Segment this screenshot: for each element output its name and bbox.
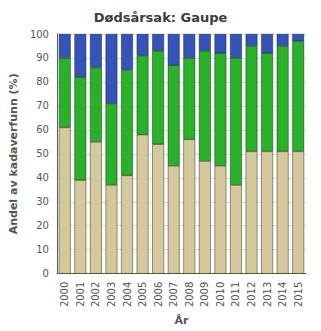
- svg-text:70: 70: [36, 100, 49, 111]
- svg-text:2002: 2002: [90, 282, 101, 307]
- svg-text:2004: 2004: [122, 282, 133, 307]
- svg-text:2015: 2015: [293, 282, 304, 307]
- svg-text:80: 80: [36, 76, 49, 87]
- svg-text:20: 20: [36, 220, 49, 231]
- svg-text:10: 10: [36, 244, 49, 255]
- svg-text:2007: 2007: [168, 282, 179, 307]
- svg-text:2008: 2008: [184, 282, 195, 307]
- svg-text:År: År: [175, 314, 190, 327]
- svg-text:50: 50: [36, 148, 49, 159]
- svg-text:2011: 2011: [230, 282, 241, 307]
- svg-text:2014: 2014: [277, 282, 288, 307]
- svg-text:Andel av kadaverfunn (%): Andel av kadaverfunn (%): [7, 73, 20, 234]
- svg-text:60: 60: [36, 124, 49, 135]
- svg-text:0: 0: [43, 268, 49, 279]
- svg-text:2006: 2006: [153, 282, 164, 307]
- svg-text:100: 100: [30, 29, 49, 40]
- svg-text:2012: 2012: [246, 282, 257, 307]
- svg-text:30: 30: [36, 196, 49, 207]
- svg-text:40: 40: [36, 172, 49, 183]
- svg-text:2009: 2009: [199, 282, 210, 307]
- svg-text:2001: 2001: [75, 282, 86, 307]
- svg-text:2010: 2010: [215, 282, 226, 307]
- svg-text:2003: 2003: [106, 282, 117, 307]
- svg-text:2005: 2005: [137, 282, 148, 307]
- svg-text:2013: 2013: [262, 282, 273, 307]
- svg-text:90: 90: [36, 52, 49, 63]
- svg-text:Dødsårsak: Gaupe: Dødsårsak: Gaupe: [94, 10, 228, 25]
- svg-text:2000: 2000: [59, 282, 70, 307]
